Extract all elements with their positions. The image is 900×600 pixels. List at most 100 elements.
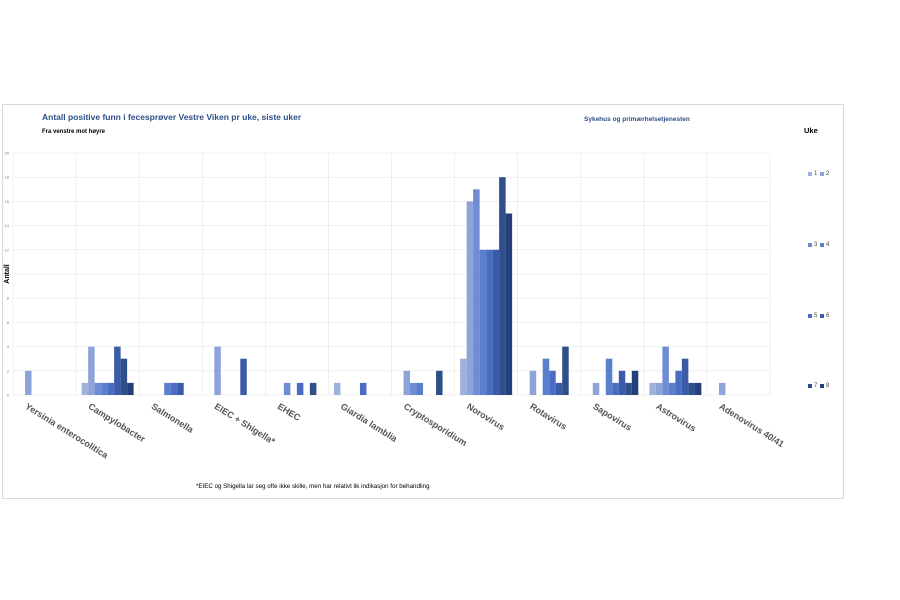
legend-label: 1: [814, 171, 818, 177]
bar: [107, 382, 115, 395]
legend-swatch: [820, 314, 824, 318]
bar: [101, 382, 108, 395]
bar: [562, 346, 569, 395]
legend-item: 7: [808, 383, 817, 389]
legend-label: 2: [826, 171, 830, 177]
bar: [631, 370, 639, 395]
x-tick-label: Cryptosporidium: [402, 401, 469, 448]
x-tick-label: Salmonella: [150, 401, 196, 435]
bar: [114, 346, 121, 395]
bar: [81, 382, 89, 395]
bar: [333, 382, 341, 395]
bar: [492, 249, 500, 395]
bar: [164, 382, 171, 395]
bar: [120, 358, 128, 395]
x-tick-label: Giardia lamblia: [339, 401, 400, 444]
bar: [668, 382, 676, 395]
x-tick-label: Campylobacter: [87, 401, 148, 444]
legend-swatch: [808, 314, 812, 318]
bar: [555, 382, 563, 395]
bar: [542, 358, 550, 395]
bar: [283, 382, 291, 395]
bar: [549, 370, 556, 395]
legend-label: 4: [826, 242, 830, 248]
legend-label: 7: [814, 383, 818, 389]
y-tick-label: 18: [5, 175, 10, 180]
scope-label: Sykehus og primærhelsetjenesten: [584, 116, 690, 123]
bar: [662, 346, 669, 395]
legend-swatch: [820, 172, 824, 176]
bar: [25, 370, 32, 395]
bar: [296, 382, 304, 395]
bar: [675, 370, 682, 395]
legend-item: 1: [808, 171, 817, 177]
legend-title: Uke: [804, 126, 818, 135]
bar: [416, 382, 424, 395]
bar: [359, 382, 367, 395]
y-tick-label: 10: [5, 272, 10, 277]
x-tick-label: Astrovirus: [654, 401, 697, 433]
legend-label: 3: [814, 242, 818, 248]
x-tick-label: Norovirus: [465, 401, 506, 432]
bar: [473, 189, 480, 395]
legend-item: 2: [820, 171, 829, 177]
chart-card: [2, 104, 844, 499]
legend-swatch: [808, 172, 812, 176]
bar: [88, 346, 95, 395]
bar: [309, 382, 317, 395]
bar: [403, 370, 411, 395]
legend-label: 8: [826, 383, 830, 389]
legend-swatch: [808, 384, 812, 388]
bar: [618, 370, 626, 395]
bar: [177, 382, 184, 395]
bar: [718, 382, 726, 395]
bar: [466, 201, 474, 395]
x-tick-label: EHEC: [276, 401, 303, 423]
legend-item: 5: [808, 313, 817, 319]
bar: [612, 382, 619, 395]
bar: [625, 382, 632, 395]
bar: [214, 346, 221, 395]
y-tick-label: 14: [5, 223, 10, 228]
bar: [592, 382, 600, 395]
bar: [649, 382, 656, 395]
y-tick-label: 4: [7, 344, 10, 349]
bar: [681, 358, 689, 395]
bar: [94, 382, 102, 395]
y-tick-label: 0: [7, 393, 10, 398]
x-tick-label: EIEC + Shigella*: [213, 401, 277, 446]
y-axis-label: Antall: [4, 264, 11, 284]
bar: [505, 213, 513, 395]
footnote: *EIEC og Shigella lar seg ofte ikke skil…: [196, 483, 430, 490]
bar: [240, 358, 247, 395]
bar: [127, 382, 134, 395]
chart-title: Antall positive funn i fecesprøver Vestr…: [42, 112, 302, 122]
legend-swatch: [808, 243, 812, 247]
legend-item: 6: [820, 313, 829, 319]
bar: [486, 249, 493, 395]
y-tick-label: 8: [7, 296, 10, 301]
bar: [529, 370, 537, 395]
bar: [170, 382, 178, 395]
x-tick-label: Sapovirus: [591, 401, 633, 433]
y-tick-label: 2: [7, 368, 10, 373]
y-tick-label: 12: [5, 247, 10, 252]
bar: [479, 249, 487, 395]
y-tick-label: 6: [7, 320, 10, 325]
legend-swatch: [820, 384, 824, 388]
bar: [688, 382, 695, 395]
bar: [655, 382, 663, 395]
legend-item: 3: [808, 242, 817, 248]
chart-subtitle: Fra venstre mot høyre: [42, 129, 106, 135]
y-tick-label: 16: [5, 199, 10, 204]
bar: [410, 382, 417, 395]
legend-swatch: [820, 243, 824, 247]
bar: [605, 358, 613, 395]
x-tick-label: Rotavirus: [528, 401, 569, 431]
x-tick-label: Adenovirus 40/41: [717, 401, 786, 449]
legend-item: 8: [820, 383, 829, 389]
legend-item: 4: [820, 242, 829, 248]
bar: [499, 177, 506, 395]
bar: [436, 370, 443, 395]
